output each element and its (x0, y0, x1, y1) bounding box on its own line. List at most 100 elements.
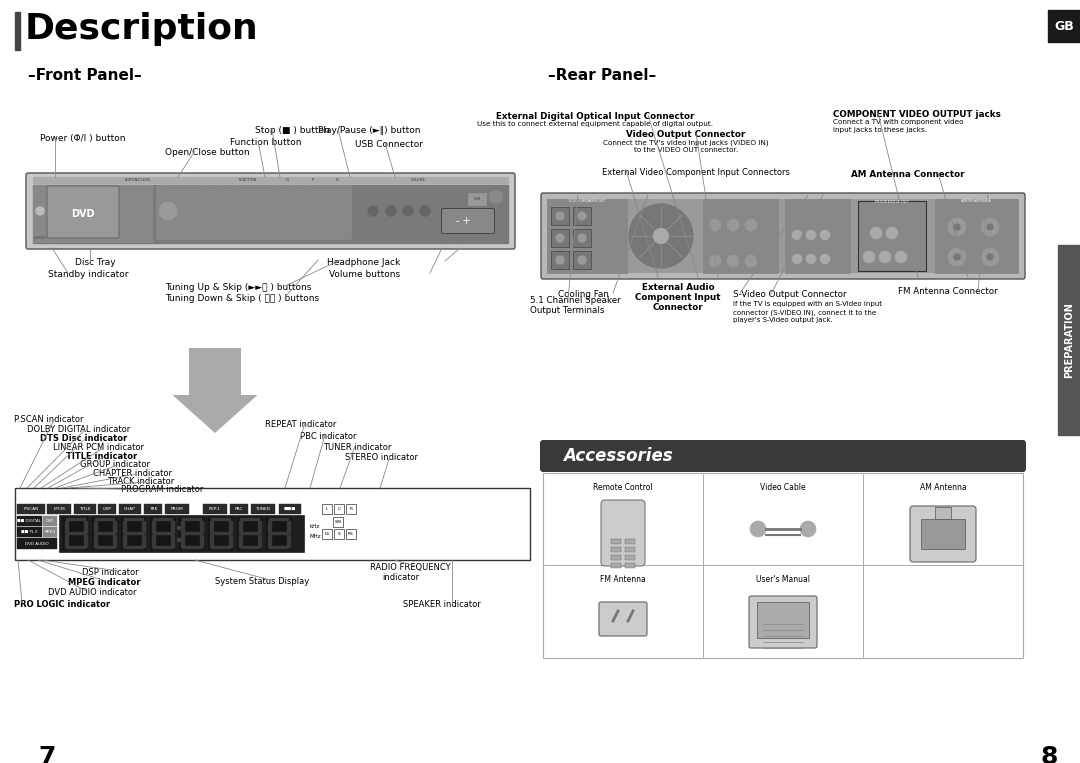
Circle shape (820, 254, 831, 264)
Bar (322, 504, 332, 514)
Text: S: S (338, 532, 340, 536)
Text: 7: 7 (38, 745, 55, 763)
Bar (153, 532, 172, 534)
Bar (94, 521, 96, 533)
Text: PROGRAM indicator: PROGRAM indicator (121, 485, 203, 494)
Text: RS: RS (348, 532, 354, 536)
FancyBboxPatch shape (26, 173, 515, 249)
Circle shape (948, 218, 966, 236)
Bar (611, 555, 621, 560)
Bar (611, 539, 621, 544)
Circle shape (386, 206, 396, 216)
Bar (703, 199, 778, 273)
Bar (75, 504, 96, 514)
Bar (65, 521, 67, 533)
Circle shape (727, 255, 739, 267)
Circle shape (556, 212, 564, 220)
Bar (573, 207, 591, 225)
Text: PBC: PBC (234, 507, 243, 511)
Text: USB Connector: USB Connector (355, 140, 423, 149)
Text: LINEAR PCM indicator: LINEAR PCM indicator (53, 443, 144, 452)
Text: DVD AUDIO indicator: DVD AUDIO indicator (48, 588, 136, 597)
Bar (66, 517, 85, 520)
Circle shape (806, 230, 816, 240)
Text: P: P (312, 178, 314, 182)
Circle shape (578, 256, 586, 264)
Text: A.OPEN/CLOSE: A.OPEN/CLOSE (125, 178, 151, 182)
Bar (573, 251, 591, 269)
Text: input jacks to these jacks.: input jacks to these jacks. (833, 127, 927, 133)
Bar (144, 504, 162, 514)
Text: Output Terminals: Output Terminals (530, 306, 605, 315)
Text: 5.1CH SPEAKER OUT: 5.1CH SPEAKER OUT (569, 199, 605, 203)
Bar (625, 547, 635, 552)
Text: PROGRESSIVE OUT: PROGRESSIVE OUT (875, 200, 908, 204)
Circle shape (987, 254, 993, 260)
Text: R: R (350, 507, 352, 511)
Text: ■■ PL II: ■■ PL II (21, 530, 37, 534)
Bar (33, 177, 508, 183)
Text: S-Video Output Connector: S-Video Output Connector (733, 290, 847, 299)
Text: DSP: DSP (46, 519, 54, 523)
Text: COMPONENT VIDEO OUTPUT jacks: COMPONENT VIDEO OUTPUT jacks (833, 110, 1001, 119)
Bar (346, 504, 356, 514)
Circle shape (653, 228, 669, 244)
Text: REPEAT indicator: REPEAT indicator (265, 420, 336, 429)
Bar (625, 555, 635, 560)
Text: L: L (326, 507, 328, 511)
Bar (17, 538, 57, 549)
Text: connector (S-VIDEO IN), connect it to the: connector (S-VIDEO IN), connect it to th… (733, 309, 876, 315)
Bar (334, 504, 345, 514)
Text: FM Antenna Connector: FM Antenna Connector (899, 287, 998, 296)
Circle shape (708, 255, 721, 267)
Bar (269, 532, 288, 534)
Circle shape (727, 219, 739, 231)
Bar (150, 517, 175, 550)
Bar (258, 535, 260, 547)
Bar (17, 516, 42, 526)
Bar (229, 535, 231, 547)
Text: F1: F1 (336, 178, 340, 182)
Circle shape (745, 219, 757, 231)
Text: Play/Pause (►‖) button: Play/Pause (►‖) button (318, 126, 420, 135)
Circle shape (708, 219, 721, 231)
Text: Tuning Down & Skip ( ⏮⏮ ) buttons: Tuning Down & Skip ( ⏮⏮ ) buttons (165, 294, 319, 303)
Text: ■■ DIGITAL: ■■ DIGITAL (17, 519, 41, 523)
Circle shape (954, 224, 960, 230)
Bar (43, 516, 57, 526)
Circle shape (895, 251, 907, 263)
Bar (334, 529, 345, 539)
Text: 8: 8 (1040, 745, 1057, 763)
Circle shape (948, 248, 966, 266)
Text: DVD AUDIO: DVD AUDIO (25, 542, 49, 546)
Bar (1048, 10, 1080, 42)
Circle shape (750, 521, 766, 537)
Bar (921, 519, 966, 549)
Bar (119, 504, 141, 514)
Text: C: C (337, 507, 340, 511)
Bar (15, 488, 530, 560)
Bar (171, 535, 174, 547)
Text: DTS Disc indicator: DTS Disc indicator (40, 434, 127, 443)
Bar (230, 504, 248, 514)
Text: GROUP indicator: GROUP indicator (80, 460, 150, 469)
Circle shape (879, 251, 891, 263)
Circle shape (556, 256, 564, 264)
Bar (66, 546, 85, 548)
Bar (611, 563, 621, 568)
Bar (757, 602, 809, 638)
Bar (211, 546, 230, 548)
FancyArrow shape (173, 348, 257, 433)
Bar (179, 517, 204, 550)
Text: to the VIDEO OUT connector.: to the VIDEO OUT connector. (634, 147, 738, 153)
Bar (165, 504, 189, 514)
Text: Function button: Function button (230, 138, 301, 147)
Bar (210, 535, 213, 547)
Circle shape (556, 234, 564, 242)
Bar (33, 185, 153, 243)
Text: AM Antenna Connector: AM Antenna Connector (851, 170, 964, 179)
Text: Video Output Connector: Video Output Connector (626, 130, 745, 139)
Text: SPEAKER indicator: SPEAKER indicator (403, 600, 481, 609)
Text: Description: Description (25, 12, 259, 46)
Bar (183, 517, 201, 520)
